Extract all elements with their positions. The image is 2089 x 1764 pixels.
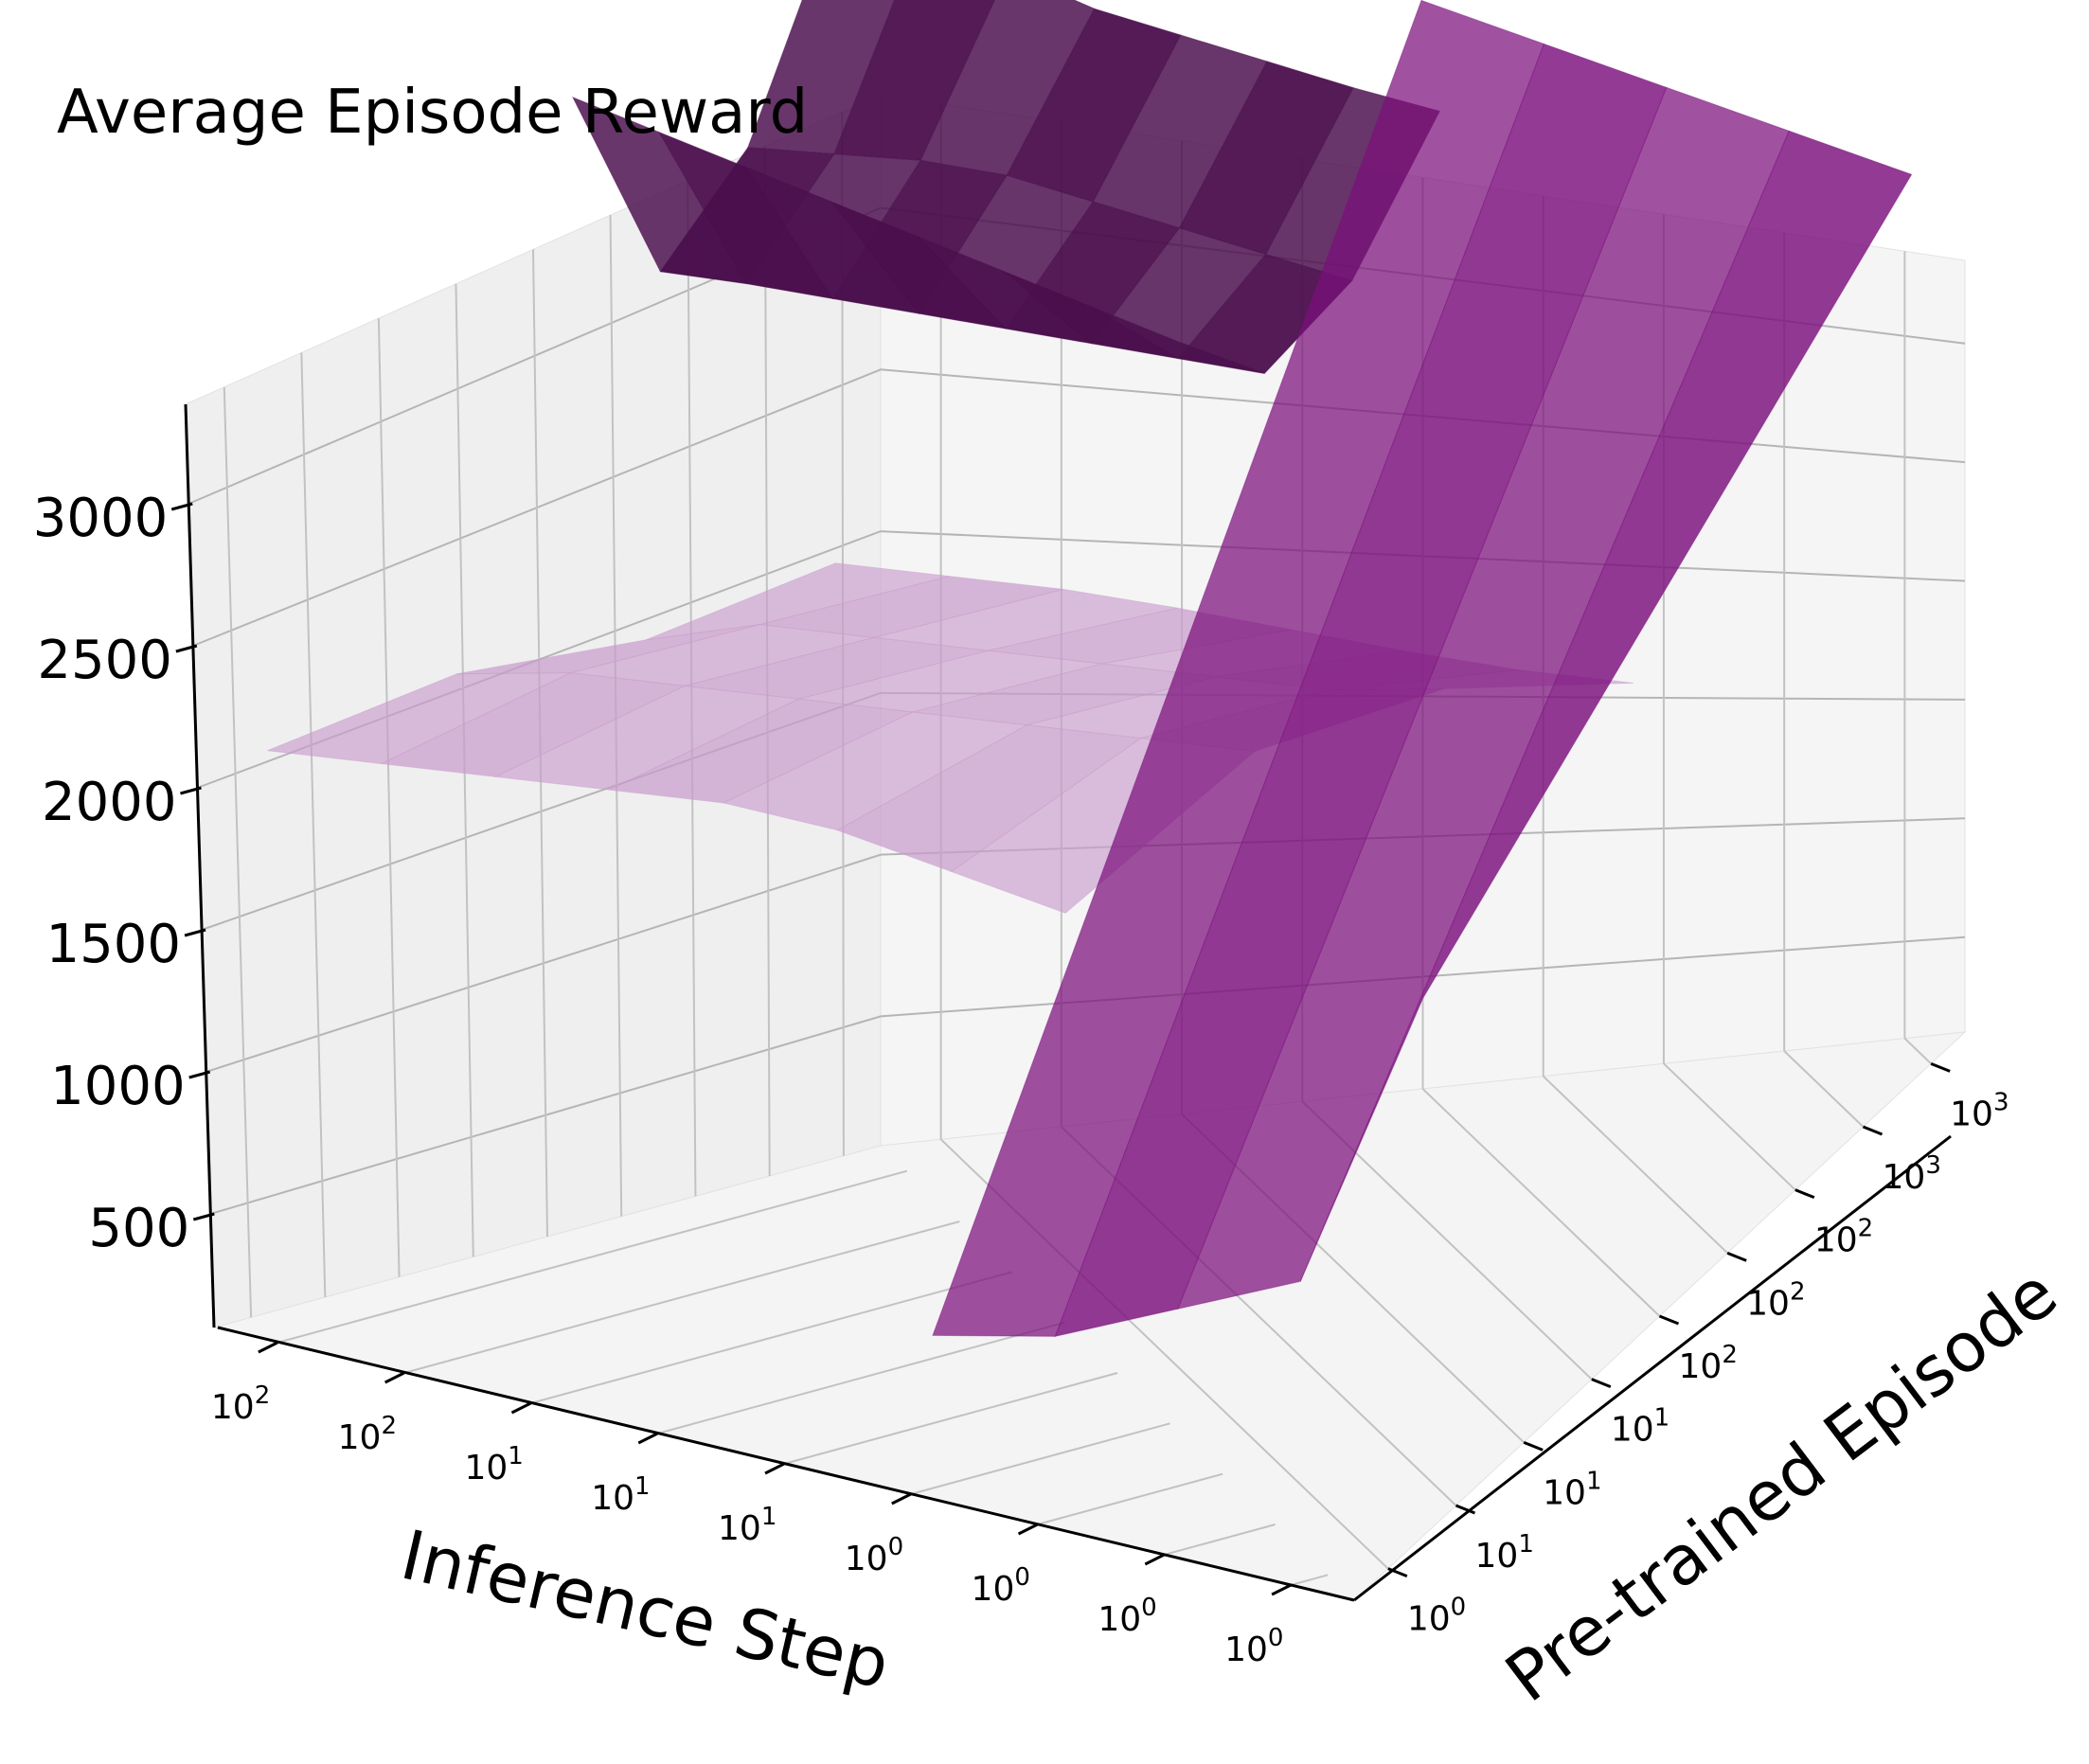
- x-gridline: [1037, 1472, 1223, 1525]
- z-tick-label: 1500: [46, 914, 182, 975]
- x-gridline: [530, 1271, 1013, 1404]
- y-tick-label: 103: [1883, 1151, 1941, 1197]
- x-tick: [637, 1432, 658, 1445]
- z-tick: [188, 1070, 211, 1079]
- x-tick-label: 101: [464, 1442, 523, 1488]
- y-tick: [1726, 1251, 1747, 1262]
- z-tick: [170, 502, 193, 511]
- y-gridline: [1543, 1075, 1728, 1255]
- z-tick: [192, 1212, 215, 1221]
- y-tick: [1523, 1440, 1544, 1452]
- z-tick-label: 2000: [42, 772, 177, 833]
- x-gridline: [783, 1372, 1118, 1465]
- z-gridline: [210, 935, 1966, 1215]
- z-tick-label: 1000: [50, 1056, 186, 1117]
- x-gridline-wall: [300, 352, 327, 1298]
- axes: [184, 403, 1952, 1602]
- x-gridline-wall: [377, 318, 401, 1277]
- y-gridline: [1903, 1037, 1932, 1065]
- y-tick-label: 102: [1814, 1215, 1873, 1260]
- y-tick: [1794, 1188, 1815, 1200]
- surface-facet-mid: [1299, 130, 1913, 1282]
- surfaces: [267, 0, 1913, 1338]
- x-gridline: [910, 1422, 1170, 1495]
- z-tick: [175, 644, 198, 653]
- y-tick: [1930, 1061, 1951, 1073]
- y-gridline: [1783, 1050, 1865, 1128]
- x-tick: [258, 1341, 278, 1354]
- z-tick-label: 2500: [37, 630, 172, 691]
- y-tick: [1455, 1504, 1476, 1515]
- y-gridline: [1421, 1088, 1661, 1317]
- x-gridline-wall: [223, 386, 253, 1318]
- x-gridline: [277, 1169, 908, 1344]
- z-gridline: [205, 817, 1966, 1073]
- y-tick-label: 103: [1950, 1088, 2009, 1133]
- y-tick-label: 100: [1407, 1594, 1466, 1639]
- y-tick-label: 101: [1543, 1467, 1601, 1512]
- x-tick: [1017, 1523, 1039, 1536]
- x-tick-label: 102: [338, 1412, 397, 1457]
- y-tick-label: 101: [1475, 1530, 1534, 1576]
- y-tick: [1862, 1125, 1884, 1136]
- z-tick-label: 500: [88, 1198, 189, 1259]
- z-tick: [184, 928, 206, 937]
- x-gridline: [1164, 1523, 1276, 1556]
- y-tick-label: 101: [1611, 1404, 1669, 1450]
- x-tick: [764, 1462, 785, 1475]
- x-tick-label: 100: [972, 1563, 1030, 1609]
- x-tick-label: 100: [1224, 1624, 1283, 1669]
- x-tick-label: 102: [211, 1381, 270, 1427]
- x-tick-label: 101: [591, 1472, 650, 1518]
- x-gridline: [1290, 1574, 1329, 1586]
- y-tick-label: 102: [1679, 1341, 1738, 1386]
- ticks: 5001000150020002500300010210210110110110…: [33, 488, 2009, 1669]
- surface-facet-dark: [1090, 306, 1265, 374]
- chart-title: Average Episode Reward: [57, 78, 808, 148]
- z-tick-label: 3000: [33, 488, 169, 549]
- x-tick-label: 100: [1098, 1594, 1156, 1639]
- x-tick: [384, 1371, 405, 1384]
- x-axis-line: [217, 1326, 1355, 1602]
- x-tick: [1271, 1583, 1292, 1596]
- x-tick-label: 101: [718, 1503, 777, 1548]
- y-tick: [1591, 1378, 1612, 1389]
- y-tick-label: 102: [1746, 1277, 1805, 1323]
- y-gridline: [1663, 1062, 1796, 1191]
- y-axis-line: [1353, 1134, 1952, 1602]
- x-tick: [1144, 1553, 1166, 1566]
- x-tick: [510, 1401, 532, 1415]
- y-tick: [1658, 1314, 1680, 1326]
- x-tick: [891, 1492, 912, 1506]
- z-axis-line: [184, 403, 216, 1328]
- x-gridline: [403, 1221, 960, 1374]
- x-gridline: [656, 1321, 1065, 1434]
- x-axis-label: Inference Step: [394, 1515, 897, 1704]
- y-tick: [1387, 1567, 1408, 1578]
- x-tick-label: 100: [845, 1533, 903, 1578]
- z-tick: [180, 786, 202, 795]
